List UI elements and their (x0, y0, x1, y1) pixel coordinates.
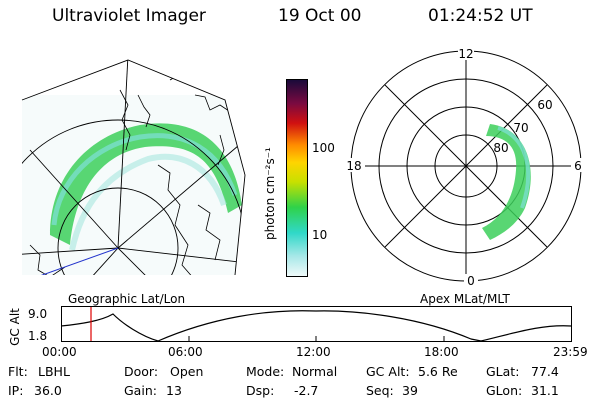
flt-value: LBHL (38, 364, 70, 379)
flt-label: Flt: (8, 364, 28, 379)
time-tick-1200: 12:00 (296, 345, 331, 359)
date-label: 19 Oct 00 (278, 6, 362, 26)
glon-label: GLon: (486, 383, 523, 398)
time-tick-0000: 00:00 (42, 345, 77, 359)
colorbar-tick-10: 10 (312, 228, 328, 242)
colorbar-tick-100: 100 (312, 141, 335, 155)
seq-label: Seq: (366, 383, 394, 398)
geographic-label: Geographic Lat/Lon (68, 292, 186, 306)
time-tick-2359: 23:59 (553, 345, 588, 359)
mlat-60: 60 (537, 98, 552, 112)
instrument-title: Ultraviolet Imager (52, 6, 206, 26)
gc-alt-tick-min: 1.8 (28, 329, 48, 343)
gc-alt-label: GC Alt: (366, 364, 410, 379)
ip-label: IP: (8, 383, 24, 398)
mode-label: Mode: (246, 364, 285, 379)
altitude-timeline (61, 306, 572, 342)
mlt-18: 18 (346, 159, 361, 173)
glon-value: 31.1 (531, 383, 559, 398)
ambient-noise (22, 95, 242, 275)
seq-value: 39 (402, 383, 418, 398)
mlt-6: 6 (574, 159, 582, 173)
ip-value: 36.0 (34, 383, 62, 398)
geographic-map-panel (21, 59, 246, 276)
mode-value: Normal (292, 364, 338, 379)
door-label: Door: (124, 364, 159, 379)
dsp-label: Dsp: (246, 383, 275, 398)
mlt-0: 0 (467, 274, 475, 288)
time-tick-0600: 06:00 (168, 345, 203, 359)
mlt-12: 12 (458, 48, 473, 61)
gain-value: 13 (166, 383, 182, 398)
gc-alt-tick-max: 9.0 (28, 307, 48, 321)
polar-mlt-panel: 12 18 6 0 60 70 80 (343, 48, 585, 288)
auroral-oval-polar (482, 124, 531, 240)
track-line (22, 247, 119, 275)
door-value: Open (170, 364, 204, 379)
altitude-curve (61, 310, 572, 342)
apex-label: Apex MLat/MLT (420, 292, 510, 306)
gc-alt-axis-title: GC Alt (7, 308, 22, 346)
time-label: 01:24:52 UT (428, 6, 533, 26)
gain-label: Gain: (124, 383, 157, 398)
glat-label: GLat: (486, 364, 520, 379)
time-tick-1800: 18:00 (424, 345, 459, 359)
colorbar-unit: photon cm⁻²s⁻¹ (263, 147, 277, 240)
mlat-70: 70 (513, 121, 528, 135)
dsp-value: -2.7 (294, 383, 319, 398)
glat-value: 77.4 (531, 364, 559, 379)
color-scale-bar (286, 79, 308, 277)
gc-alt-value: 5.6 Re (418, 364, 458, 379)
mlat-80: 80 (493, 141, 508, 155)
